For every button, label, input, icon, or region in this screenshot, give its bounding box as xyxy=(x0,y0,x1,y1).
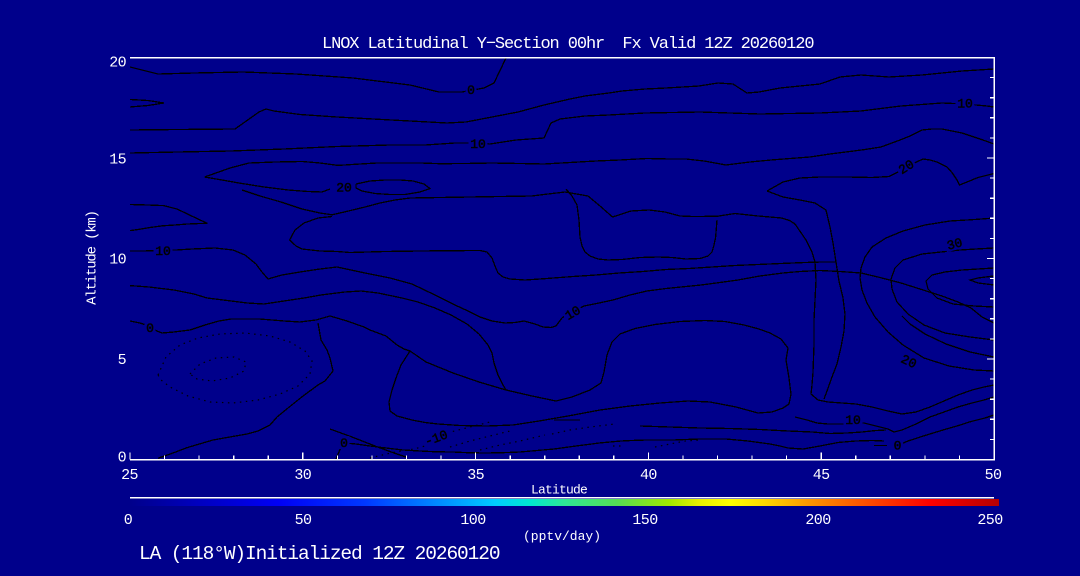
svg-text:10: 10 xyxy=(957,97,973,112)
svg-text:40: 40 xyxy=(640,467,657,484)
svg-text:50: 50 xyxy=(295,512,312,529)
svg-text:LNOX Latitudinal Y−Section 00h: LNOX Latitudinal Y−Section 00hr Fx Valid… xyxy=(322,35,814,54)
svg-text:20: 20 xyxy=(896,157,917,178)
svg-text:250: 250 xyxy=(977,512,1003,529)
svg-text:100: 100 xyxy=(460,512,486,529)
svg-text:20: 20 xyxy=(109,54,126,71)
svg-text:(pptv/day): (pptv/day) xyxy=(523,529,601,544)
svg-text:10: 10 xyxy=(562,303,583,324)
svg-text:20: 20 xyxy=(898,352,918,372)
svg-text:0: 0 xyxy=(340,436,348,451)
svg-text:200: 200 xyxy=(805,512,831,529)
svg-text:30: 30 xyxy=(945,235,964,254)
svg-text:0: 0 xyxy=(146,321,154,336)
svg-text:LA (118°W)Initialized 12Z 2026: LA (118°W)Initialized 12Z 20260120 xyxy=(139,543,500,565)
svg-text:35: 35 xyxy=(467,467,484,484)
svg-text:5: 5 xyxy=(118,352,127,369)
svg-text:10: 10 xyxy=(845,413,861,428)
svg-text:30: 30 xyxy=(294,467,311,484)
svg-text:10: 10 xyxy=(470,137,486,152)
svg-text:0: 0 xyxy=(467,83,475,98)
svg-text:50: 50 xyxy=(985,467,1002,484)
svg-text:Latitude: Latitude xyxy=(531,483,587,498)
svg-text:0: 0 xyxy=(894,439,902,454)
svg-text:0: 0 xyxy=(118,449,127,466)
svg-text:25: 25 xyxy=(121,467,138,484)
svg-text:150: 150 xyxy=(632,512,658,529)
svg-text:10: 10 xyxy=(109,251,126,268)
svg-text:20: 20 xyxy=(336,181,352,196)
svg-text:45: 45 xyxy=(813,467,830,484)
svg-text:Altitude (km): Altitude (km) xyxy=(85,211,101,305)
svg-text:10: 10 xyxy=(155,244,171,259)
svg-text:0: 0 xyxy=(124,512,133,529)
svg-text:15: 15 xyxy=(109,151,126,168)
